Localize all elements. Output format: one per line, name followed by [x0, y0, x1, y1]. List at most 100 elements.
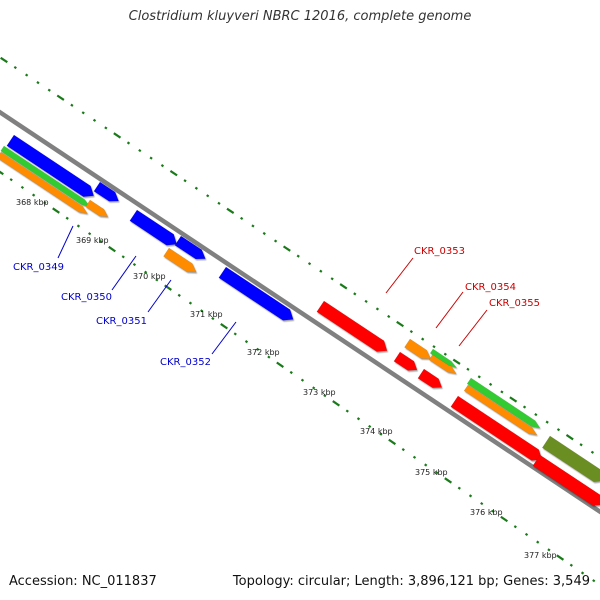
minor-tick — [267, 355, 271, 359]
minor-tick — [421, 337, 425, 341]
gene-feature-arrow[interactable] — [163, 247, 197, 273]
gene-feature-arrow[interactable] — [0, 151, 88, 214]
minor-tick — [126, 141, 131, 145]
gene-feature-arrow[interactable] — [316, 300, 388, 352]
gene-feature-arrow[interactable] — [393, 351, 418, 371]
minor-tick — [443, 352, 447, 356]
gene-feature-arrow[interactable] — [532, 454, 600, 506]
gene-callout-line — [57, 225, 74, 259]
minor-tick — [401, 448, 405, 452]
kbp-tick-label: 374 kbp — [360, 427, 393, 436]
gene-label[interactable]: CKR_0352 — [160, 357, 211, 368]
genome-backbone — [0, 109, 600, 515]
major-tick — [0, 170, 4, 176]
gene-feature-arrow[interactable] — [174, 235, 206, 260]
minor-tick — [457, 486, 461, 490]
major-tick — [164, 284, 172, 291]
minor-tick — [522, 405, 527, 409]
minor-tick — [88, 232, 92, 236]
kbp-tick-label: 370 kbp — [133, 272, 166, 281]
minor-tick — [296, 254, 300, 258]
gene-feature-arrow[interactable] — [129, 209, 178, 246]
minor-tick — [149, 156, 153, 160]
minor-tick — [500, 390, 504, 394]
major-tick — [282, 245, 291, 252]
minor-tick — [524, 532, 529, 537]
minor-tick — [387, 314, 391, 319]
gene-feature-arrow[interactable] — [6, 134, 95, 197]
gene-feature-arrow[interactable] — [85, 199, 109, 217]
minor-tick — [138, 148, 142, 153]
minor-tick — [289, 370, 293, 375]
minor-tick — [211, 316, 215, 321]
minor-tick — [217, 201, 221, 205]
gene-label[interactable]: CKR_0351 — [96, 316, 147, 327]
gene-label[interactable]: CKR_0349 — [13, 262, 64, 273]
minor-tick — [569, 563, 573, 567]
minor-tick — [556, 428, 561, 432]
gene-label[interactable]: CKR_0355 — [489, 298, 540, 309]
outer-tick-track — [0, 56, 595, 454]
major-tick — [332, 400, 340, 407]
minor-tick — [177, 293, 181, 297]
minor-tick — [99, 239, 103, 243]
minor-tick — [579, 443, 583, 447]
minor-tick — [256, 347, 260, 351]
minor-tick — [379, 432, 383, 436]
gene-callout-line — [458, 309, 488, 347]
minor-tick — [432, 345, 436, 349]
minor-tick — [70, 103, 74, 107]
gene-feature-arrow[interactable] — [541, 435, 600, 483]
minor-tick — [319, 269, 323, 273]
gene-feature-arrow[interactable] — [404, 338, 431, 359]
kbp-tick-label: 377 kbp — [524, 551, 557, 560]
major-tick — [226, 207, 235, 215]
gene-feature-arrow[interactable] — [463, 384, 538, 436]
major-tick — [52, 207, 60, 214]
major-tick — [500, 515, 509, 523]
major-tick — [509, 396, 518, 403]
gene-feature-arrow[interactable] — [429, 348, 458, 369]
minor-tick — [206, 194, 210, 198]
minor-tick — [25, 73, 29, 77]
minor-tick — [36, 81, 40, 85]
major-tick — [108, 245, 116, 253]
kbp-tick-label: 376 kbp — [470, 508, 503, 517]
gene-callout-line — [211, 321, 237, 355]
gene-feature-arrow[interactable] — [93, 181, 119, 202]
minor-tick — [155, 278, 159, 282]
minor-tick — [412, 455, 417, 459]
minor-tick — [132, 262, 137, 267]
gene-label[interactable]: CKR_0353 — [414, 246, 465, 257]
minor-tick — [76, 224, 81, 228]
minor-tick — [545, 420, 549, 424]
gene-label[interactable]: CKR_0350 — [61, 292, 112, 303]
inner-tick-track — [0, 170, 596, 583]
minor-tick — [375, 307, 380, 311]
minor-tick — [9, 178, 13, 182]
gene-feature-arrow[interactable] — [0, 145, 91, 208]
kbp-tick-label: 371 kbp — [190, 310, 223, 319]
major-tick — [339, 283, 348, 290]
genome-title: Clostridium kluyveri NBRC 12016, complet… — [128, 9, 472, 24]
minor-tick — [356, 417, 361, 421]
minor-tick — [312, 386, 316, 390]
minor-tick — [368, 424, 372, 429]
minor-tick — [323, 394, 327, 398]
kbp-tick-label: 369 kbp — [76, 236, 109, 245]
minor-tick — [330, 277, 334, 281]
major-tick — [220, 323, 228, 330]
gene-callout-line — [385, 257, 414, 294]
gene-feature-arrow[interactable] — [218, 266, 294, 321]
gene-feature-arrow[interactable] — [466, 377, 541, 429]
minor-tick — [480, 501, 484, 506]
gene-label[interactable]: CKR_0354 — [465, 282, 516, 293]
minor-tick — [121, 255, 125, 259]
minor-tick — [536, 540, 540, 544]
minor-tick — [13, 65, 17, 70]
gene-feature-arrow[interactable] — [417, 368, 443, 389]
minor-tick — [580, 571, 585, 575]
minor-tick — [273, 239, 278, 243]
minor-tick — [251, 224, 255, 228]
